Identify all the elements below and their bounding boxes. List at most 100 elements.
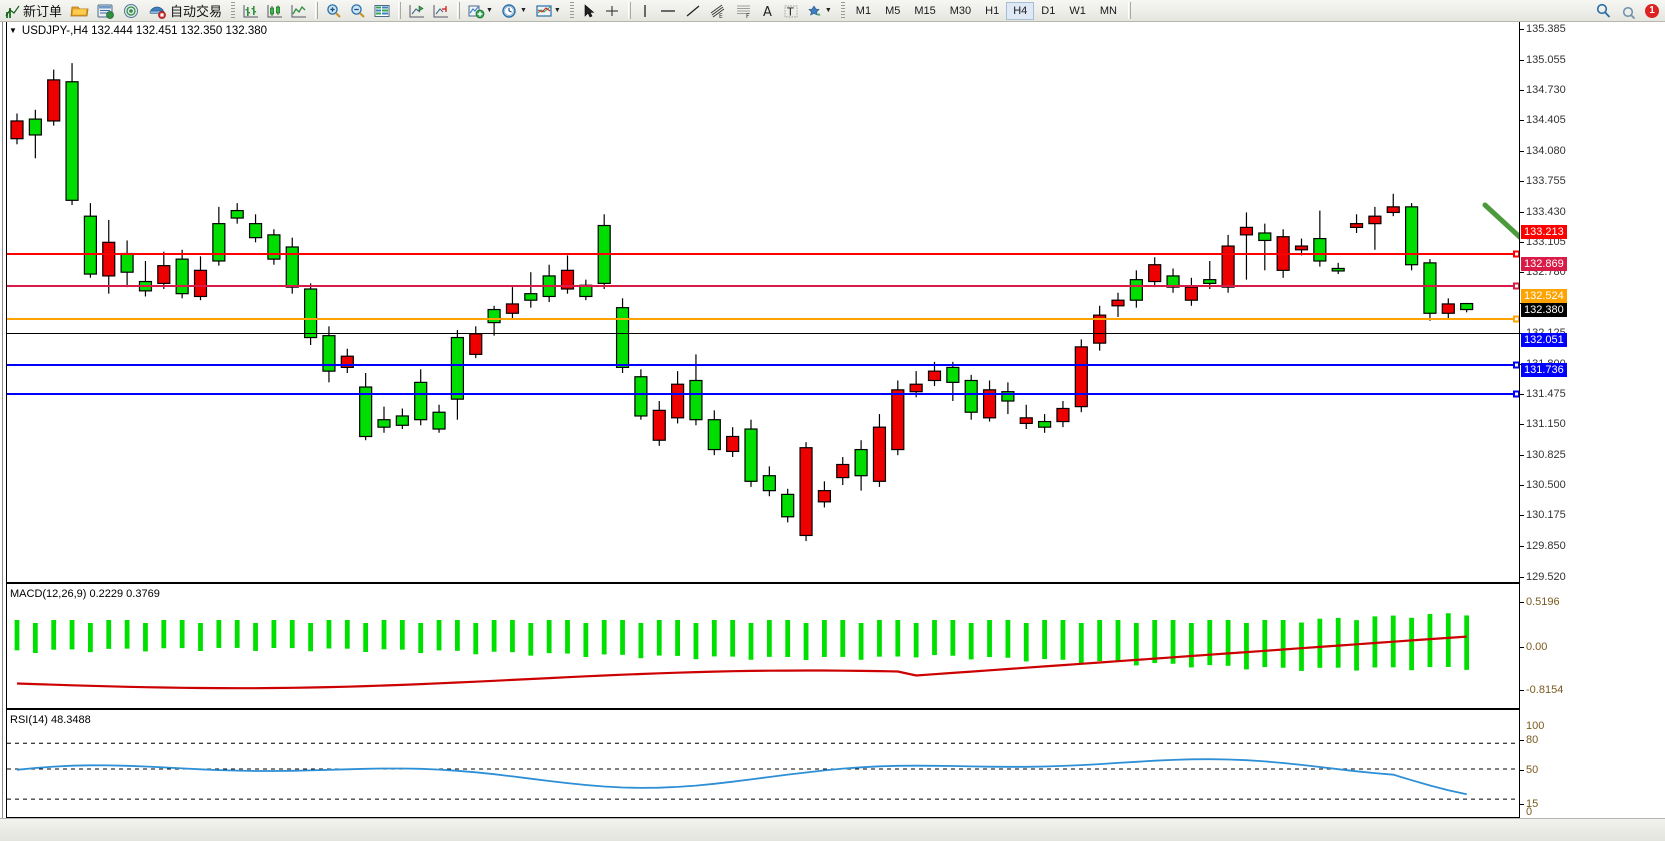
macd-histogram-bar: [491, 620, 497, 652]
bar-chart-button[interactable]: [239, 1, 263, 21]
timeframe-mn[interactable]: MN: [1099, 4, 1117, 17]
timeframe-m1[interactable]: M1: [855, 4, 872, 17]
alert-count-badge[interactable]: 1: [1645, 3, 1659, 18]
templates-dropdown-arrow[interactable]: ▼: [553, 7, 561, 14]
macd-histogram-bar: [913, 623, 919, 658]
price-axis-tick: [1520, 576, 1524, 578]
price-axis-tick: [1520, 545, 1524, 547]
toolbar-separator-2: [398, 2, 402, 19]
macd-histogram-bar: [1280, 620, 1286, 668]
price-axis-tick: [1520, 515, 1524, 517]
level-line-support-lower[interactable]: [7, 393, 1519, 395]
horizontal-line-button[interactable]: [655, 1, 681, 21]
price-tag-support-upper[interactable]: 132.051: [1521, 333, 1567, 348]
macd-histogram-bar: [1023, 623, 1029, 662]
macd-histogram-bar: [1189, 623, 1194, 668]
price-axis-tick: [1520, 120, 1524, 122]
line-chart-button[interactable]: [287, 1, 311, 21]
timeframe-m30[interactable]: M30: [949, 4, 972, 17]
macd-histogram-bar: [1335, 617, 1341, 668]
timeframe-h4[interactable]: H4: [1006, 1, 1035, 20]
macd-histogram-bar: [968, 623, 974, 660]
auto-scroll-button[interactable]: [429, 1, 453, 21]
line-chart-icon: [291, 4, 307, 17]
macd-histogram-bar: [88, 623, 93, 653]
templates-button[interactable]: ▼: [532, 1, 566, 21]
price-pane[interactable]: [7, 22, 1519, 584]
signals-button[interactable]: [119, 1, 145, 21]
macd-histogram-bar: [1427, 614, 1433, 668]
price-axis-tick: [1520, 454, 1524, 456]
search-button[interactable]: [1591, 1, 1617, 21]
price-tag-resistance-lower[interactable]: 132.869: [1521, 256, 1567, 271]
level-line-support-upper[interactable]: [7, 364, 1519, 366]
rsi-axis-tick-label: 100: [1526, 720, 1545, 732]
periods-button[interactable]: ▼: [498, 1, 532, 21]
macd-axis-tick: [1520, 647, 1524, 648]
shapes-icon: [808, 4, 821, 16]
macd-histogram-bar: [950, 620, 956, 656]
crosshair-button[interactable]: [600, 1, 624, 21]
toolbar-grip-1[interactable]: [231, 1, 236, 20]
price-axis-tick-label: 130.825: [1526, 448, 1566, 461]
folder-button[interactable]: [67, 1, 93, 21]
macd-pane[interactable]: MACD(12,26,9) 0.2229 0.3769: [7, 586, 1519, 710]
periods-dropdown-arrow[interactable]: ▼: [519, 7, 527, 14]
price-tag-support-lower[interactable]: 131.736: [1521, 362, 1567, 377]
auto-trading-button[interactable]: 自动交易: [145, 1, 227, 21]
data-window-button[interactable]: [93, 1, 119, 21]
timeframe-m15[interactable]: M15: [914, 4, 936, 17]
chart-area[interactable]: ▼ USDJPY-,H4 132.444 132.451 132.350 132…: [0, 22, 1665, 841]
price-axis[interactable]: 135.385 135.055 134.730 134.405 134.080 133.7…: [1519, 22, 1665, 819]
level-handle-pivot[interactable]: [1513, 315, 1519, 323]
candlestick-chart-button[interactable]: [263, 1, 287, 21]
new-order-button[interactable]: 新订单: [2, 1, 67, 21]
level-handle-support-upper[interactable]: [1513, 361, 1519, 369]
level-handle-support-lower[interactable]: [1513, 390, 1519, 398]
level-line-resistance-upper[interactable]: [7, 253, 1519, 255]
zoom-out-button[interactable]: [346, 1, 370, 21]
price-axis-tick: [1520, 485, 1524, 487]
macd-histogram-bar: [711, 620, 717, 657]
timeframe-m5[interactable]: M5: [885, 4, 901, 17]
indicators-button[interactable]: ▼: [464, 1, 498, 21]
timeframe-w1[interactable]: W1: [1069, 4, 1086, 17]
chart-grid-button[interactable]: [370, 1, 394, 21]
alerts-button[interactable]: [1617, 1, 1645, 21]
timeframe-d1[interactable]: D1: [1041, 4, 1056, 17]
shapes-button[interactable]: ▼: [803, 1, 837, 21]
toolbar-grip-3[interactable]: [840, 1, 845, 20]
text-label-button[interactable]: A: [757, 1, 779, 21]
equidistant-channel-button[interactable]: E: [705, 1, 731, 21]
macd-histogram-bar: [785, 620, 791, 657]
toolbar-grip-2[interactable]: [569, 1, 574, 20]
level-line-current-price[interactable]: [7, 333, 1519, 334]
macd-histogram-bar: [399, 620, 405, 650]
indicators-dropdown-arrow[interactable]: ▼: [486, 7, 493, 14]
cursor-button[interactable]: [578, 1, 600, 21]
chart-collapse-caret[interactable]: ▼: [9, 26, 17, 35]
level-line-pivot[interactable]: [7, 318, 1519, 320]
level-handle-resistance-upper[interactable]: [1513, 250, 1519, 258]
vertical-line-button[interactable]: [635, 1, 655, 21]
fibonacci-button[interactable]: F: [731, 1, 757, 21]
price-axis-tick-label: 129.520: [1526, 570, 1566, 583]
level-line-resistance-lower[interactable]: [7, 285, 1519, 287]
rsi-pane[interactable]: RSI(14) 48.3488: [7, 712, 1519, 819]
text-button[interactable]: T: [779, 1, 803, 21]
macd-histogram-bar: [730, 620, 736, 657]
price-tag-pivot-level[interactable]: 132.524: [1521, 289, 1567, 304]
macd-histogram-bar: [14, 620, 20, 651]
price-axis-tick: [1520, 29, 1524, 30]
macd-histogram-bar: [51, 620, 57, 650]
level-handle-resistance-lower[interactable]: [1513, 282, 1519, 290]
shapes-dropdown-arrow[interactable]: ▼: [824, 7, 832, 14]
chart-shift-button[interactable]: [405, 1, 429, 21]
zoom-in-button[interactable]: [322, 1, 346, 21]
rsi-axis-tick-label: 0: [1526, 806, 1533, 818]
trendline-button[interactable]: [681, 1, 705, 21]
price-tag-current-price[interactable]: 132.380: [1521, 302, 1567, 317]
price-tag-resistance-upper[interactable]: 133.213: [1521, 224, 1567, 239]
macd-histogram-bar: [987, 620, 992, 658]
timeframe-h1[interactable]: H1: [985, 4, 1000, 17]
